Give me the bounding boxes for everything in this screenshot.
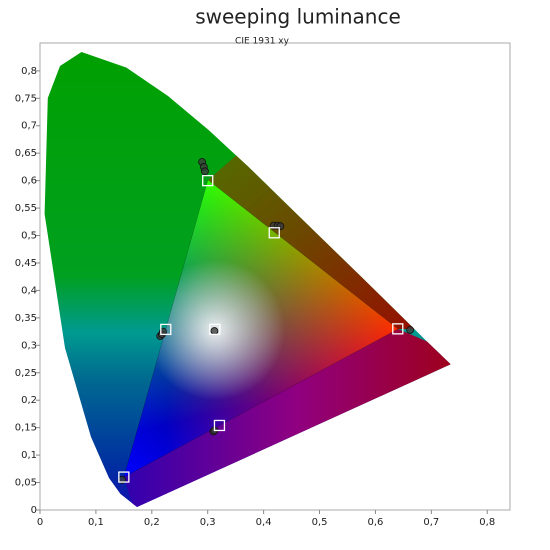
y-tick-label: 0,25 [15,368,37,379]
y-tick-label: 0,75 [15,93,37,104]
x-tick-label: 0,3 [200,517,216,528]
y-tick-label: 0,5 [21,231,37,242]
x-tick-label: 0,4 [256,517,272,528]
y-tick-label: 0,05 [15,478,37,489]
y-tick-label: 0,1 [21,450,37,461]
target-point [118,471,130,483]
y-tick-label: 0,35 [15,313,37,324]
measured-point [406,326,414,334]
target-point [268,227,280,239]
measured-point [276,222,285,231]
x-tick-label: 0,5 [312,517,328,528]
y-tick-label: 0,65 [15,148,37,159]
y-tick-label: 0,55 [15,203,37,214]
y-tick-label: 0,3 [21,340,37,351]
y-tick-label: 0,45 [15,258,37,269]
y-tick-label: 0,8 [21,66,37,77]
target-point [392,323,404,335]
y-tick-label: 0,2 [21,395,37,406]
chart-title: sweeping luminance [195,5,401,29]
y-tick-label: 0,6 [21,176,37,187]
chart-subtitle: CIE 1931 xy [235,37,290,47]
measured-point [210,327,219,335]
x-tick-label: 0,2 [144,517,160,528]
x-tick-label: 0,1 [88,517,104,528]
y-tick-label: 0,15 [15,423,37,434]
x-tick-label: 0 [37,517,43,528]
y-tick-label: 0,7 [21,121,37,132]
target-point [209,323,221,336]
y-tick-label: 0 [31,505,37,516]
x-tick-label: 0,7 [423,517,439,528]
y-tick-label: 0,4 [21,285,37,296]
measured-point [201,167,209,176]
target-point [213,419,226,432]
target-point [202,174,214,187]
target-point [160,323,172,336]
x-tick-label: 0,8 [479,517,495,528]
x-tick-label: 0,6 [367,517,383,528]
